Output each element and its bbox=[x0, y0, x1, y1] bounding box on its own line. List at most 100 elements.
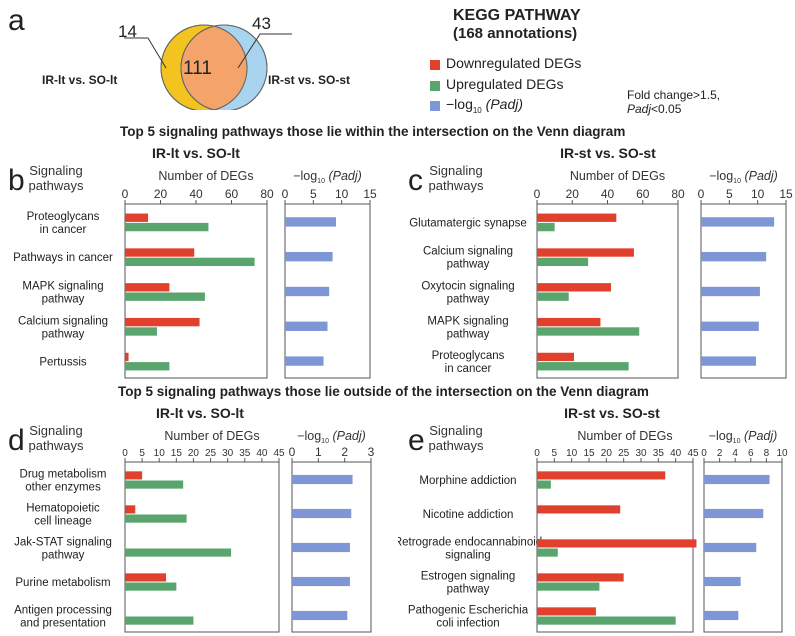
row-header-line1: Signaling bbox=[429, 163, 483, 178]
category-label: signaling bbox=[445, 550, 490, 562]
category-label: other enzymes bbox=[25, 482, 101, 494]
venn-diagram bbox=[124, 24, 292, 110]
padj-tick-label: 10 bbox=[751, 187, 765, 201]
bar-padj bbox=[285, 356, 324, 366]
bar-padj bbox=[704, 610, 739, 621]
deg-tick-label: 30 bbox=[222, 448, 234, 459]
padj-tick-label: 4 bbox=[732, 448, 738, 459]
bar-padj bbox=[701, 217, 775, 227]
padj-threshold-note: Padj<0.05 bbox=[627, 102, 682, 116]
bar-padj bbox=[701, 252, 767, 262]
category-label: in cancer bbox=[445, 363, 492, 375]
category-label: pathway bbox=[447, 328, 490, 340]
padj-tick-label: 2 bbox=[341, 445, 348, 459]
bar-downregulated bbox=[537, 283, 612, 292]
bar-upregulated bbox=[125, 327, 157, 336]
deg-tick-label: 20 bbox=[566, 187, 580, 201]
bar-downregulated bbox=[537, 352, 575, 362]
deg-tick-label: 35 bbox=[653, 448, 665, 459]
row-header-line1: Signaling bbox=[429, 423, 483, 438]
row-header-line1: Signaling bbox=[29, 423, 83, 438]
bar-downregulated bbox=[537, 607, 596, 616]
deg-plot-frame bbox=[124, 461, 280, 633]
padj-tick-label: 15 bbox=[363, 187, 377, 201]
bar-padj bbox=[701, 286, 760, 297]
bar-upregulated bbox=[537, 548, 558, 557]
bar-upregulated bbox=[125, 480, 184, 489]
row-header-line2: pathways bbox=[29, 178, 84, 193]
deg-tick-label: 45 bbox=[273, 448, 285, 459]
deg-tick-label: 20 bbox=[154, 187, 168, 201]
padj-axis-label: −log10 (Padj) bbox=[293, 169, 362, 185]
category-label: Retrograde endocannabinoid bbox=[398, 537, 542, 549]
bar-downregulated bbox=[125, 505, 136, 514]
bar-padj bbox=[285, 321, 328, 331]
category-label: pathway bbox=[42, 328, 85, 340]
bar-downregulated bbox=[125, 352, 129, 362]
bar-padj bbox=[285, 217, 336, 227]
category-label: MAPK signaling bbox=[427, 315, 508, 327]
padj-axis-label: −log10 (Padj) bbox=[297, 429, 366, 445]
bar-upregulated bbox=[537, 292, 569, 301]
bar-upregulated bbox=[537, 616, 676, 625]
deg-tick-label: 20 bbox=[188, 448, 200, 459]
bar-padj bbox=[701, 356, 756, 366]
bar-upregulated bbox=[125, 257, 255, 267]
category-label: Morphine addiction bbox=[419, 475, 516, 487]
bar-downregulated bbox=[125, 573, 167, 582]
category-label: Calcium signaling bbox=[423, 246, 513, 258]
bar-upregulated bbox=[125, 292, 205, 301]
bar-upregulated bbox=[125, 222, 209, 232]
category-label: Jak-STAT signaling bbox=[14, 537, 112, 549]
fold-change-note: Fold change>1.5, bbox=[627, 88, 721, 102]
deg-tick-label: 20 bbox=[601, 448, 613, 459]
category-label: in cancer bbox=[40, 224, 87, 236]
bar-padj bbox=[285, 286, 330, 297]
bar-padj bbox=[704, 542, 757, 553]
bar-downregulated bbox=[125, 248, 195, 257]
deg-axis-label: Number of DEGs bbox=[577, 429, 672, 443]
legend-swatch-down bbox=[430, 60, 440, 70]
deg-tick-label: 15 bbox=[583, 448, 595, 459]
bar-upregulated bbox=[125, 582, 177, 591]
padj-tick-label: 5 bbox=[726, 187, 733, 201]
deg-tick-label: 40 bbox=[256, 448, 268, 459]
category-label: Antigen processing bbox=[14, 605, 112, 617]
venn-left-label: IR-lt vs. SO-lt bbox=[42, 73, 118, 87]
bar-upregulated bbox=[125, 548, 232, 557]
venn-right-label: IR-st vs. SO-st bbox=[268, 73, 351, 87]
row-header-line1: Signaling bbox=[29, 163, 83, 178]
deg-tick-label: 25 bbox=[618, 448, 630, 459]
category-label: pathway bbox=[42, 294, 85, 306]
category-label: MAPK signaling bbox=[22, 281, 103, 293]
deg-tick-label: 15 bbox=[171, 448, 183, 459]
deg-tick-label: 10 bbox=[154, 448, 166, 459]
deg-tick-label: 45 bbox=[687, 448, 699, 459]
panel-letter-e: e bbox=[408, 424, 425, 457]
bar-downregulated bbox=[537, 471, 666, 480]
category-label: Estrogen signaling bbox=[421, 571, 516, 583]
padj-tick-label: 8 bbox=[764, 448, 770, 459]
category-label: pathway bbox=[447, 259, 490, 271]
padj-tick-label: 10 bbox=[335, 187, 349, 201]
padj-tick-label: 2 bbox=[717, 448, 723, 459]
legend-swatch-up bbox=[430, 81, 440, 91]
legend-label-padj: −log10 (Padj) bbox=[446, 96, 523, 115]
bar-padj bbox=[704, 474, 770, 485]
bar-downregulated bbox=[537, 573, 624, 582]
padj-tick-label: 5 bbox=[310, 187, 317, 201]
bar-upregulated bbox=[537, 480, 551, 489]
section-title-outside: Top 5 signaling pathways those lie outsi… bbox=[118, 384, 649, 399]
bar-upregulated bbox=[537, 582, 600, 591]
deg-tick-label: 40 bbox=[670, 448, 682, 459]
bar-upregulated bbox=[537, 327, 640, 336]
category-label: Proteoglycans bbox=[27, 211, 100, 223]
panel-letter-d: d bbox=[8, 424, 25, 457]
deg-tick-label: 25 bbox=[205, 448, 217, 459]
row-header-line2: pathways bbox=[429, 178, 484, 193]
bar-downregulated bbox=[537, 505, 621, 514]
